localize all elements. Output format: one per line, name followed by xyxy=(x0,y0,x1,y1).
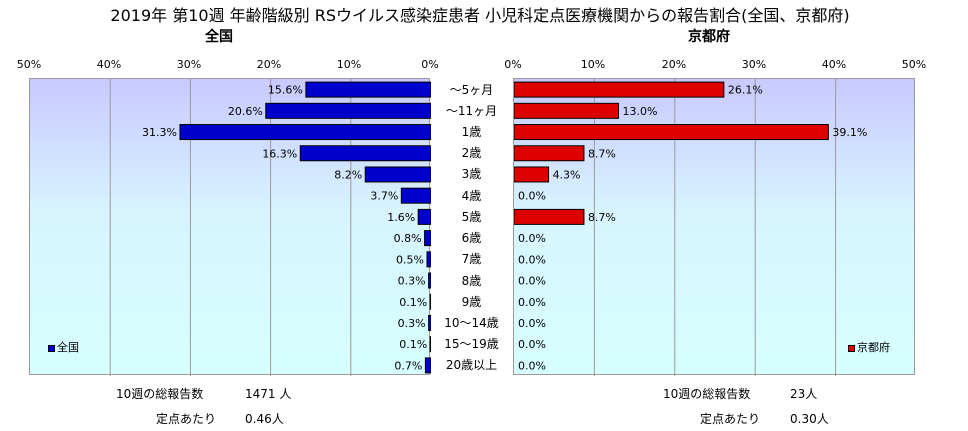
kyoto-legend: 京都府 xyxy=(848,339,890,355)
category-label: 5歳 xyxy=(461,209,482,224)
national-per-site-value: 0.46人 xyxy=(245,412,284,426)
bar xyxy=(514,208,585,225)
data-label: 13.0% xyxy=(623,105,658,118)
bar xyxy=(265,102,431,119)
data-label: 0.0% xyxy=(518,338,546,351)
right-tick-40: 40% xyxy=(821,58,847,71)
data-label: 0.0% xyxy=(518,232,546,245)
data-label: 0.0% xyxy=(518,296,546,309)
data-label: 20.6% xyxy=(228,105,263,118)
data-label: 0.0% xyxy=(518,317,546,330)
category-label: 4歳 xyxy=(461,188,482,203)
data-label: 39.1% xyxy=(832,126,867,139)
right-tick-0: 0% xyxy=(504,58,522,71)
data-label: 31.3% xyxy=(142,126,177,139)
bar xyxy=(424,230,431,247)
kyoto-legend-label: 京都府 xyxy=(857,341,890,354)
kyoto-per-site-value: 0.30人 xyxy=(790,412,829,426)
left-tick-10: 10% xyxy=(336,58,362,71)
bar xyxy=(514,81,725,98)
category-label: 10～14歳 xyxy=(444,315,499,330)
category-label: 2歳 xyxy=(461,146,482,161)
data-label: 16.3% xyxy=(262,147,297,160)
chart-title: 2019年 第10週 年齢階級別 RSウイルス感染症患者 小児科定点医療機関から… xyxy=(110,6,850,25)
kyoto-per-site-label: 定点あたり xyxy=(700,412,761,426)
kyoto-reports-label: 10週の総報告数 xyxy=(663,387,751,401)
category-label: ～11ヶ月 xyxy=(445,103,498,118)
category-label: 3歳 xyxy=(461,167,482,182)
data-label: 8.2% xyxy=(334,168,362,181)
bar xyxy=(400,187,431,204)
kyoto-plot-area: 26.1% 13.0% 39.1% 8.7% 4.3% 0.0% 8.7% 0.0% 0.0% 0… xyxy=(513,78,915,376)
data-label: 0.1% xyxy=(399,296,427,309)
data-label: 0.8% xyxy=(394,232,422,245)
national-reports-value: 1471 人 xyxy=(245,387,292,401)
bar xyxy=(364,166,431,183)
bar xyxy=(514,124,829,141)
bar xyxy=(305,81,431,98)
left-panel-title: 全国 xyxy=(205,29,233,45)
right-panel-title: 京都府 xyxy=(688,29,730,45)
data-label: 3.7% xyxy=(370,190,398,203)
bar xyxy=(514,102,620,119)
bar xyxy=(179,124,431,141)
data-label: 0.0% xyxy=(518,359,546,372)
left-tick-50: 50% xyxy=(16,58,42,71)
national-legend: 全国 xyxy=(48,339,79,355)
data-label: 0.3% xyxy=(398,275,426,288)
national-per-site-label: 定点あたり xyxy=(156,412,217,426)
data-label: 0.7% xyxy=(394,359,422,372)
national-reports-label: 10週の総報告数 xyxy=(116,387,204,401)
kyoto-bar-chart: 26.1% 13.0% 39.1% 8.7% 4.3% 0.0% 8.7% 0.0% 0.0% 0… xyxy=(514,79,867,376)
category-label: ～5ヶ月 xyxy=(449,82,494,97)
category-label: 7歳 xyxy=(461,252,482,267)
category-label: 20歳以上 xyxy=(445,358,498,373)
national-legend-label: 全国 xyxy=(57,341,79,354)
data-label: 15.6% xyxy=(268,84,303,97)
bar xyxy=(299,145,431,162)
bar xyxy=(514,166,550,183)
kyoto-legend-swatch xyxy=(848,344,855,352)
national-legend-swatch xyxy=(48,344,55,352)
data-label: 0.0% xyxy=(518,275,546,288)
national-plot-area: 15.6% 20.6% 31.3% 16.3% 8.2% 3.7% 1.6% 0.8% 0.5%… xyxy=(29,78,431,376)
data-label: 0.0% xyxy=(518,253,546,266)
category-label: 8歳 xyxy=(461,273,482,288)
category-label: 1歳 xyxy=(461,125,482,140)
data-label: 8.7% xyxy=(588,211,616,224)
data-label: 0.3% xyxy=(398,317,426,330)
data-label: 26.1% xyxy=(728,84,763,97)
category-label: 15～19歳 xyxy=(444,337,499,352)
category-label: 9歳 xyxy=(461,294,482,309)
left-tick-30: 30% xyxy=(176,58,202,71)
kyoto-reports-value: 23人 xyxy=(790,387,818,401)
right-tick-50: 50% xyxy=(901,58,927,71)
left-tick-0: 0% xyxy=(421,58,439,71)
data-label: 8.7% xyxy=(588,147,616,160)
data-label: 1.6% xyxy=(387,211,415,224)
data-label: 0.1% xyxy=(399,338,427,351)
right-tick-20: 20% xyxy=(661,58,687,71)
left-tick-40: 40% xyxy=(96,58,122,71)
data-label: 4.3% xyxy=(553,168,581,181)
left-tick-20: 20% xyxy=(256,58,282,71)
category-label: 6歳 xyxy=(461,231,482,246)
right-tick-30: 30% xyxy=(741,58,767,71)
right-tick-10: 10% xyxy=(580,58,606,71)
data-label: 0.5% xyxy=(396,253,424,266)
national-bar-chart: 15.6% 20.6% 31.3% 16.3% 8.2% 3.7% 1.6% 0.8% 0.5%… xyxy=(109,79,431,376)
data-label: 0.0% xyxy=(518,190,546,203)
bar xyxy=(514,145,585,162)
